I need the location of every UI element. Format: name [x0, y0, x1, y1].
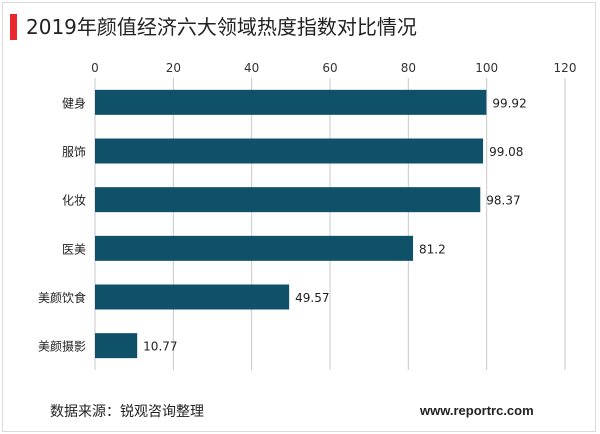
- bar-1: [95, 138, 484, 164]
- website-url[interactable]: www.reportrc.com: [420, 403, 534, 418]
- x-tick-label-80: 80: [401, 61, 416, 75]
- value-label-4: 49.57: [295, 291, 329, 305]
- x-tick-label-60: 60: [322, 61, 337, 75]
- category-label-2: 化妆: [62, 194, 86, 208]
- bar-4: [95, 284, 290, 310]
- bar-3: [95, 235, 414, 261]
- title-accent-bar: [10, 14, 17, 40]
- x-tick-label-100: 100: [475, 61, 498, 75]
- category-label-1: 服饰: [62, 145, 86, 159]
- category-label-4: 美颜饮食: [38, 290, 86, 305]
- data-source: 数据来源：锐观咨询整理: [50, 404, 204, 420]
- x-tick-label-20: 20: [166, 61, 181, 75]
- value-label-0: 99.92: [492, 96, 526, 110]
- bar-2: [95, 187, 481, 213]
- value-label-2: 98.37: [486, 194, 520, 208]
- x-tick-label-0: 0: [91, 61, 99, 75]
- category-label-5: 美颜摄影: [38, 339, 86, 354]
- bar-0: [95, 89, 487, 115]
- value-label-5: 10.77: [143, 340, 177, 354]
- category-label-3: 医美: [62, 242, 86, 256]
- value-label-1: 99.08: [489, 145, 523, 159]
- category-label-0: 健身: [62, 95, 86, 110]
- value-label-3: 81.2: [419, 242, 446, 256]
- x-tick-label-120: 120: [554, 61, 577, 75]
- bar-5: [95, 333, 138, 359]
- chart-title: 2019年颜值经济六大领域热度指数对比情况: [26, 15, 417, 39]
- x-tick-label-40: 40: [244, 61, 259, 75]
